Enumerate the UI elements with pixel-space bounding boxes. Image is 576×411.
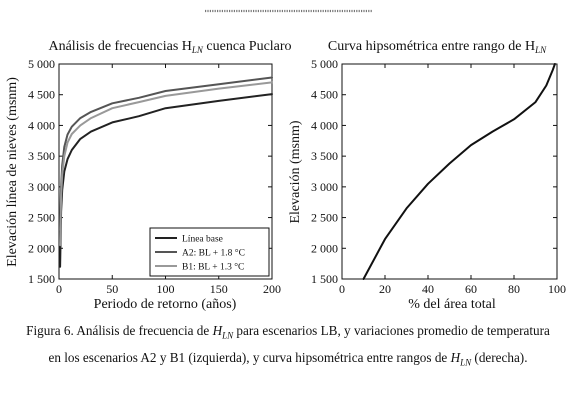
caption-symbol-subscript: LN: [460, 357, 472, 368]
caption-symbol: H: [450, 349, 461, 365]
y-tick-label: 2 000: [28, 241, 55, 255]
y-tick-label: 5 000: [311, 57, 338, 71]
chart-title-suffix: cuenca Puclaro: [203, 39, 292, 54]
x-tick-label: 60: [465, 282, 477, 296]
y-tick-label: 3 000: [28, 180, 55, 194]
chart-title: Análisis de frecuencias HLN cuenca Pucla…: [48, 39, 291, 55]
series-line-2: [59, 81, 273, 247]
caption-line-2: en los escenarios A2 y B1 (izquierda), y…: [48, 349, 528, 368]
legend-label: B1: BL + 1.3 °C: [182, 262, 244, 273]
x-axis-label: Periodo de retorno (años): [94, 297, 237, 312]
y-tick-label: 3 500: [311, 149, 338, 163]
x-tick-label: 20: [379, 282, 391, 296]
x-tick-label: 150: [210, 282, 228, 296]
x-tick-label: 100: [548, 282, 566, 296]
y-tick-label: 3 000: [311, 180, 338, 194]
y-tick-label: 2 500: [311, 211, 338, 225]
y-tick-label: 2 500: [28, 211, 55, 225]
y-tick-label: 4 500: [28, 88, 55, 102]
series-line-0: [362, 63, 556, 280]
y-tick-label: 1 500: [311, 272, 338, 286]
hypsometric-chart: Curva hipsométrica entre rango de HLN % …: [288, 39, 566, 312]
series-line-1: [59, 76, 273, 231]
chart-title: Curva hipsométrica entre rango de HLN: [328, 39, 547, 55]
x-tick-label: 0: [56, 282, 62, 296]
legend: Línea base A2: BL + 1.8 °C B1: BL + 1.3 °C: [149, 227, 270, 277]
chart-title-subscript: LN: [191, 45, 204, 55]
y-tick-label: 4 000: [28, 118, 55, 132]
figure-caption: Figura 6. Análisis de frecuencia de HLN …: [0, 320, 576, 373]
legend-label: Línea base: [182, 235, 223, 245]
y-tick-label: 3 500: [28, 149, 55, 163]
x-tick-label: 100: [157, 282, 175, 296]
caption-symbol-subscript: LN: [222, 330, 234, 341]
y-axis-label: Elevación (msnm): [288, 120, 303, 223]
figure: Análisis de frecuencias HLN cuenca Pucla…: [5, 9, 566, 312]
x-tick-label: 80: [508, 282, 520, 296]
y-tick-label: 1 500: [28, 272, 55, 286]
chart-title-subscript: LN: [534, 45, 547, 55]
x-tick-label: 50: [106, 282, 118, 296]
plot-frame: [341, 63, 558, 280]
x-tick-label: 40: [422, 282, 434, 296]
y-axis-label: Elevación línea de nieves (msnm): [5, 77, 20, 267]
x-tick-label: 200: [263, 282, 281, 296]
y-tick-label: 4 000: [311, 118, 338, 132]
x-tick-label: 0: [339, 282, 345, 296]
y-tick-label: 2 000: [311, 241, 338, 255]
y-tick-label: 4 500: [311, 88, 338, 102]
y-tick-label: 5 000: [28, 57, 55, 71]
x-axis-label: % del área total: [408, 297, 496, 312]
legend-label: A2: BL + 1.8 °C: [182, 248, 245, 259]
caption-line-1: Figura 6. Análisis de frecuencia de HLN …: [26, 323, 550, 341]
frequency-chart: Análisis de frecuencias HLN cuenca Pucla…: [5, 39, 292, 312]
caption-symbol: H: [212, 323, 223, 338]
